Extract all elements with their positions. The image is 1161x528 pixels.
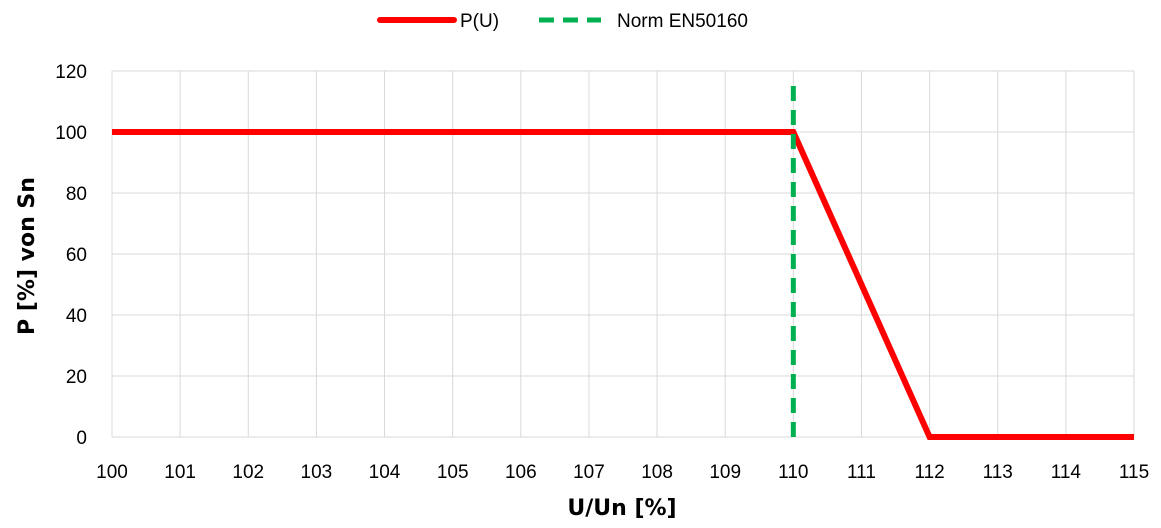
x-tick-label: 112 — [914, 462, 944, 483]
x-tick-label: 113 — [983, 462, 1013, 483]
legend-label: Norm EN50160 — [617, 11, 748, 32]
x-tick-label: 104 — [369, 462, 401, 483]
x-tick-label: 108 — [641, 462, 673, 483]
legend-label: P(U) — [460, 11, 499, 32]
x-tick-label: 111 — [847, 462, 876, 483]
tick-labels: 100 101 102 103 104 105 106 107 108 109 110 111 112 1… — [55, 62, 1149, 483]
y-tick-label: 60 — [66, 245, 87, 266]
x-axis-title: U/Un [%] — [567, 496, 676, 521]
x-tick-label: 115 — [1119, 462, 1149, 483]
y-tick-label: 40 — [66, 306, 87, 327]
y-tick-label: 0 — [76, 428, 87, 449]
series-line-p-u — [112, 129, 1134, 440]
data-series — [112, 83, 1134, 440]
y-tick-label: 80 — [66, 184, 87, 205]
x-tick-label: 109 — [709, 462, 741, 483]
y-axis-title: P [%] von Sn — [15, 177, 40, 335]
legend: P(U) Norm EN50160 — [377, 11, 748, 32]
x-tick-label: 102 — [232, 462, 264, 483]
y-tick-label: 100 — [55, 123, 87, 144]
x-tick-label: 101 — [164, 462, 196, 483]
x-tick-label: 103 — [301, 462, 333, 483]
x-tick-label: 100 — [96, 462, 128, 483]
x-tick-label: 106 — [505, 462, 537, 483]
x-tick-label: 105 — [437, 462, 469, 483]
x-tick-label: 107 — [573, 462, 605, 483]
x-tick-label: 110 — [778, 462, 808, 483]
grid-lines — [111, 70, 1135, 438]
y-tick-label: 120 — [55, 62, 87, 83]
y-tick-label: 20 — [66, 367, 87, 388]
x-tick-label: 114 — [1051, 462, 1082, 483]
